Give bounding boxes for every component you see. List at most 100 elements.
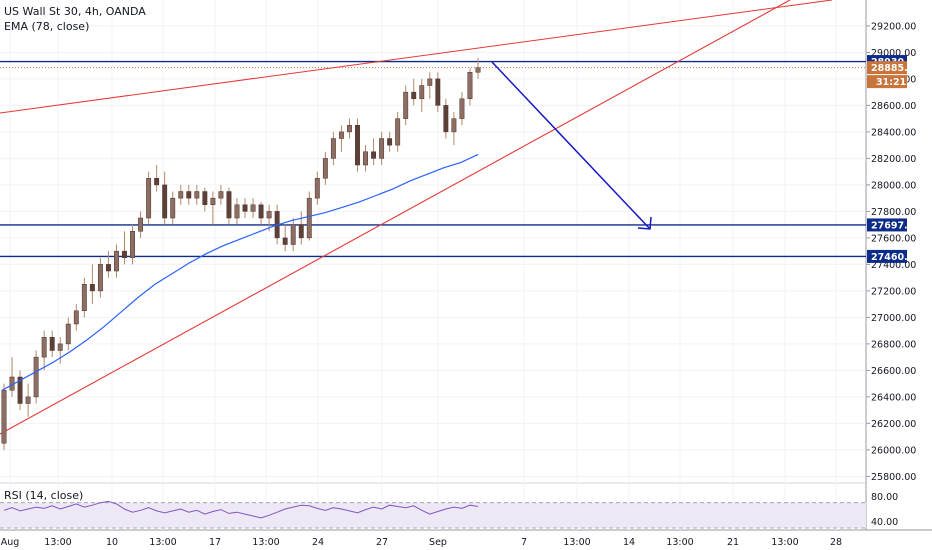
candle [130,224,135,265]
candle-body [130,231,135,259]
candle [194,184,200,205]
rsi-band [0,502,866,528]
candle [17,370,23,411]
candle [162,171,168,225]
level-tag-bg [867,249,907,263]
candle-body [467,72,473,100]
candle-body [49,337,55,351]
countdown-bg [867,75,907,89]
y-tick-label: 28200.00 [871,154,916,165]
candle-body [218,191,224,199]
level-tag-bg [867,218,907,232]
candle-body [411,91,417,100]
candle-body [427,78,433,86]
candle-body [266,211,272,219]
x-tick-label: 13:00 [563,537,590,548]
candle-body [25,396,31,404]
rsi-line [3,500,479,519]
x-tick-label: 24 [312,537,324,548]
candle [57,337,63,364]
x-tick-label: 13:00 [666,537,693,548]
x-tick-label: 10 [106,537,118,548]
candle [338,125,344,152]
candle [459,92,465,126]
candle-body [33,356,39,398]
current-price-tag: 28885.1 [871,63,914,74]
candle-body [443,105,449,133]
x-tick-label: 7 [521,537,527,548]
projection-arrow-shaft [491,61,651,230]
candle [330,131,336,166]
x-tick-label: 27 [376,537,388,548]
drawings [0,0,866,435]
y-tick-label: 27800.00 [871,207,916,218]
y-tick-label: 29000.00 [871,48,916,59]
candle [419,78,425,113]
rsi-pane [0,500,866,529]
time-axis: Aug 13:00 10 13:00 17 13:00 24 27 Sep 7 13:00 14 13:… [1,537,842,548]
candle-body [338,131,344,139]
candle [242,198,248,219]
overlays [1,61,652,391]
candle-body [186,191,192,199]
candle [146,171,152,225]
candle [371,138,377,166]
candle-body [242,204,248,212]
candle [202,187,208,212]
candle-body [226,191,232,219]
candle-body [89,284,95,292]
candle-body [146,178,152,219]
candle-body [138,217,144,232]
y-tick-label: 28600.00 [871,101,916,112]
candle-body [97,264,103,292]
candle [114,244,119,278]
candle-body [403,91,409,119]
level-tag: 27697.8 [871,220,915,231]
candle-body [459,98,465,119]
candle [411,78,417,106]
candle-body [290,224,296,245]
candle [41,330,47,371]
candle-body [355,125,360,166]
candle-body [122,250,127,259]
level-tag: 27460.1 [871,252,914,263]
y-tick-label: 26400.00 [871,392,916,403]
candle [290,218,296,252]
x-tick-label: 21 [727,537,739,548]
candle-body [170,197,176,219]
y-tick-label: 29200.00 [871,21,916,32]
candle-body [81,284,87,312]
candle [178,184,184,205]
x-tick-label: Aug [1,537,20,548]
x-tick-label: 13:00 [44,537,71,548]
candle-body [475,67,481,73]
candle-body [258,204,264,219]
candle-body [419,85,425,100]
price-axis: 29200.0029000.0028800.0028600.0028400.00… [866,21,916,528]
y-tick-label: 25800.00 [871,472,916,483]
y-tick-label: 26000.00 [871,445,916,456]
candle [89,264,95,305]
candle [363,145,368,172]
candle [266,204,272,232]
candle [395,112,401,152]
candles [1,57,481,450]
x-tick-label: 14 [623,537,635,548]
y-tick-label: 27200.00 [871,286,916,297]
candle [25,383,31,417]
candle [467,68,473,106]
rsi-tick-label: 80.00 [871,492,898,503]
candle-body [250,204,256,212]
candle [322,151,328,185]
candle-body [379,138,385,159]
x-tick-label: 13:00 [771,537,798,548]
candle [122,231,127,265]
candle-body [282,237,288,245]
chart-grid [0,0,932,531]
current-price-tag-bg [867,61,907,75]
y-tick-label: 28400.00 [871,127,916,138]
candle-body [178,191,184,199]
y-tick-label: 26200.00 [871,419,916,430]
candle [226,187,232,225]
